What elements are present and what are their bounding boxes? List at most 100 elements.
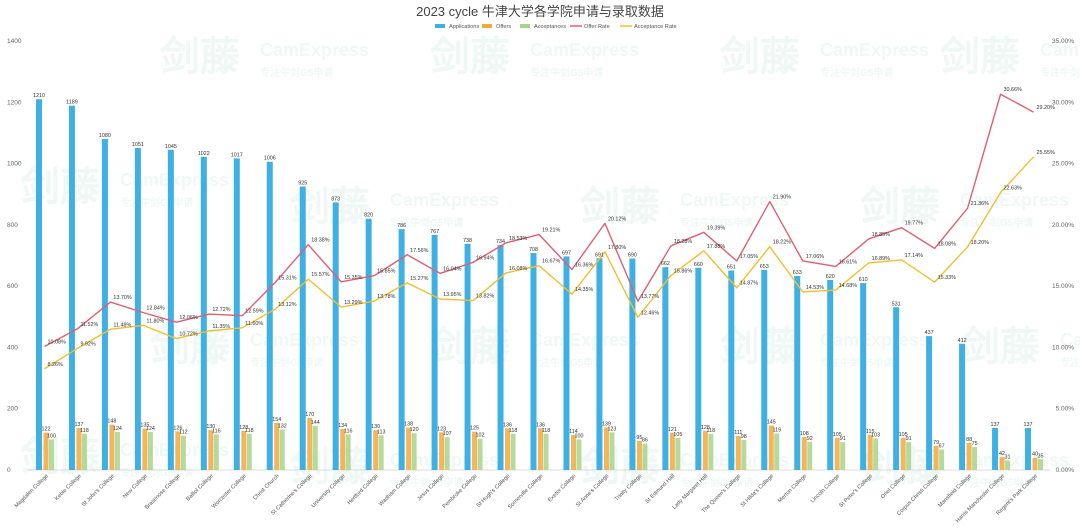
bar-applications <box>596 258 603 470</box>
bar-label-acceptances: 35 <box>1038 453 1044 459</box>
y-left-tick-label: 1000 <box>7 161 22 168</box>
bar-label-applications: 708 <box>529 247 538 253</box>
legend-swatch-acceptances <box>520 24 530 28</box>
bar-offers <box>603 427 609 470</box>
rate-label-acceptance-rate: 18.22% <box>773 240 791 246</box>
bar-label-offers: 126 <box>173 425 182 431</box>
bar-acceptances <box>774 433 780 470</box>
watermark-tagline: 专注牛剑G5申请 <box>1040 66 1080 79</box>
bar-label-acceptances: 113 <box>377 429 386 435</box>
rate-label-acceptance-rate: 22.63% <box>1004 186 1022 192</box>
bar-offers <box>340 428 346 470</box>
bar-label-offers: 125 <box>470 426 479 432</box>
watermark-brand: 剑藤 <box>20 164 101 209</box>
watermark-text: CamExpress <box>960 190 1069 210</box>
bar-label-offers: 79 <box>933 440 939 446</box>
bar-applications <box>926 336 933 470</box>
rate-label-offer-rate: 16.94% <box>476 255 494 261</box>
rate-label-acceptance-rate: 15.86% <box>674 269 692 275</box>
rate-label-acceptance-rate: 11.48% <box>113 322 131 328</box>
bar-acceptances <box>147 432 153 470</box>
watermark-tagline: 专注牛剑G5申请 <box>960 216 1033 229</box>
bar-label-offers: 88 <box>966 437 972 443</box>
legend[interactable]: Applications Offers Acceptances Offer Rate A… <box>435 24 677 30</box>
data-labels: 1210 1189 1080 1051 1045 1022 1017 1006 925 873 82… <box>33 87 1055 460</box>
bar-applications <box>431 234 438 470</box>
bar-label-acceptances: 103 <box>871 432 880 438</box>
watermark-text: CamExpress <box>390 450 499 470</box>
rate-label-acceptance-rate: 25.55% <box>1037 150 1055 156</box>
bar-offers <box>669 432 675 470</box>
bar-acceptances <box>1005 460 1011 470</box>
bar-label-offers: 121 <box>668 427 677 433</box>
bar-applications <box>761 269 768 470</box>
watermark-brand: 剑藤 <box>940 34 1021 79</box>
rate-label-acceptance-rate: 16.89% <box>872 256 890 262</box>
bar-acceptances <box>213 434 219 470</box>
bar-offers <box>999 457 1005 470</box>
bar-acceptances <box>807 441 813 470</box>
category-label: St Hugh's College <box>476 473 512 509</box>
bar-applications <box>332 202 339 471</box>
rate-label-offer-rate: 17.06% <box>806 254 824 260</box>
bar-offers <box>175 431 181 470</box>
legend-swatch-applications <box>435 24 445 28</box>
rate-label-offer-rate: 16.36% <box>575 262 593 268</box>
bar-label-offers: 130 <box>371 424 380 430</box>
rate-label-acceptance-rate: 17.88% <box>707 244 725 250</box>
bar-label-acceptances: 67 <box>939 443 945 449</box>
bar-label-acceptances: 118 <box>80 428 89 434</box>
bar-label-acceptances: 75 <box>972 441 978 447</box>
bar-applications <box>35 99 42 470</box>
bar-label-acceptances: 91 <box>840 436 846 442</box>
bar-offers <box>505 428 511 470</box>
bar-applications <box>959 343 966 470</box>
bar-label-offers: 42 <box>999 451 1005 457</box>
bar-label-applications: 653 <box>760 264 769 270</box>
bar-offers <box>472 431 478 470</box>
bar-label-offers: 136 <box>503 422 512 428</box>
bar-label-offers: 130 <box>206 424 215 430</box>
y-right-tick-label: 20.00% <box>1052 222 1074 229</box>
bar-label-applications: 873 <box>331 196 340 202</box>
category-label: Merton College <box>777 473 808 504</box>
watermark-brand: 剑藤 <box>860 184 941 229</box>
rate-label-acceptance-rate: 16.08% <box>509 266 527 272</box>
watermark-text: CamExpress <box>1060 330 1080 350</box>
bar-label-offers: 95 <box>636 435 642 441</box>
rate-label-offer-rate: 19.77% <box>905 221 923 227</box>
rate-label-offer-rate: 18.38% <box>311 238 329 244</box>
bar-label-applications: 690 <box>628 253 637 259</box>
bar-offers <box>307 417 313 470</box>
rate-label-acceptance-rate: 13.95% <box>443 292 461 298</box>
watermark-text: CamExpress <box>680 190 789 210</box>
bar-acceptances <box>840 442 846 470</box>
rate-label-acceptance-rate: 13.29% <box>344 300 362 306</box>
watermark-brand: 剑藤 <box>960 324 1041 369</box>
bar-label-applications: 633 <box>793 270 802 276</box>
watermark-tagline: 专注牛剑G5申请 <box>260 66 333 79</box>
bar-label-offers: 135 <box>140 423 149 429</box>
bar-label-offers: 115 <box>866 429 875 435</box>
rate-label-acceptance-rate: 16.67% <box>542 259 560 265</box>
rate-label-acceptance-rate: 8.26% <box>47 362 62 368</box>
bar-applications <box>101 139 108 470</box>
rate-label-offer-rate: 18.85% <box>872 232 890 238</box>
bar-label-applications: 660 <box>694 262 703 268</box>
bar-applications <box>497 245 504 470</box>
watermark-tagline: 专注牛剑G5申请 <box>820 66 893 79</box>
bar-offers <box>933 445 939 470</box>
y-right-tick-label: 30.00% <box>1052 99 1074 106</box>
bar-offers <box>801 436 807 470</box>
watermark-brand: 剑藤 <box>150 324 231 369</box>
y-left-tick-label: 600 <box>7 283 18 290</box>
bar-label-applications: 786 <box>397 223 406 229</box>
bar-acceptances <box>906 442 912 470</box>
bar-label-acceptances: 102 <box>476 433 485 439</box>
bar-label-offers: 128 <box>239 425 248 431</box>
bar-label-applications: 767 <box>430 229 439 235</box>
bar-label-offers: 138 <box>404 422 413 428</box>
bar-label-offers: 134 <box>338 423 347 429</box>
rate-label-acceptance-rate: 13.78% <box>377 294 395 300</box>
rate-label-offer-rate: 12.59% <box>245 309 263 315</box>
